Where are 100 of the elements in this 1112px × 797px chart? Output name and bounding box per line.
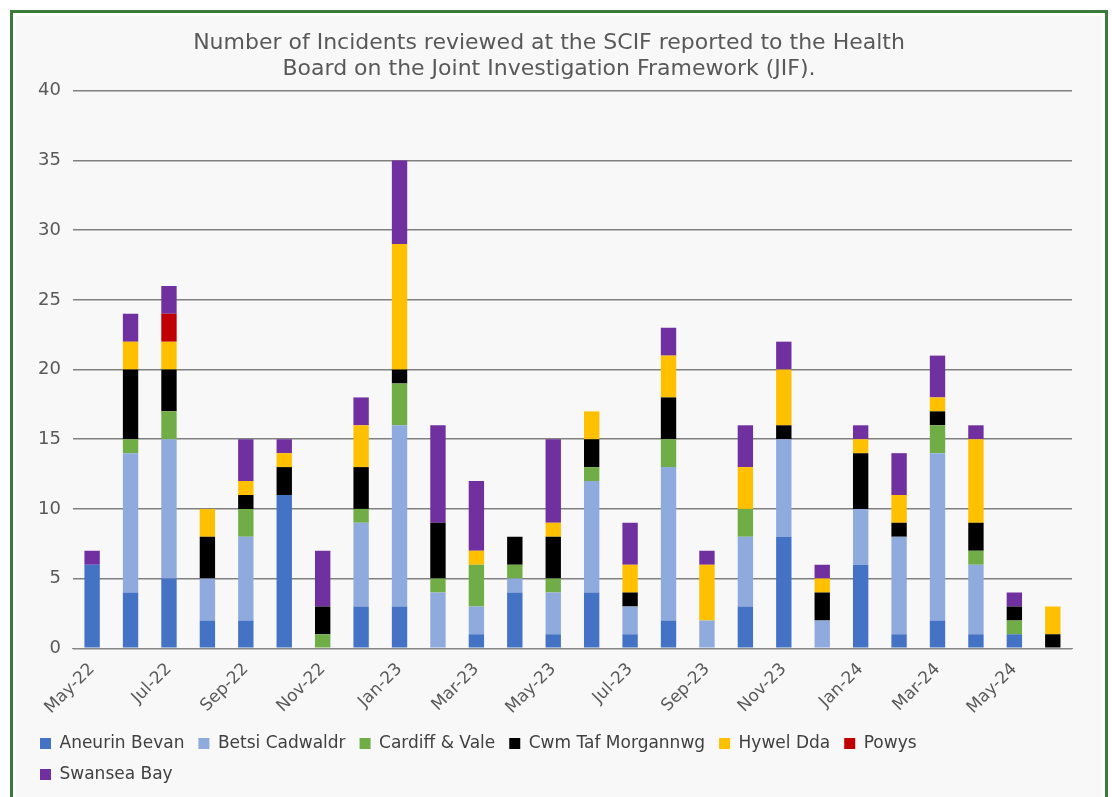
bar [199,620,216,648]
bar [622,606,638,635]
bar [314,606,331,635]
legend-label: Aneurin Bevan [59,731,185,752]
bar [314,634,331,648]
bar [852,453,869,509]
bar [84,550,100,565]
bar [199,508,216,537]
bar [968,522,984,551]
bar [968,550,984,565]
bar [622,634,638,648]
bar [238,620,254,648]
bar [968,564,984,635]
bar [699,564,715,621]
bar [699,620,715,648]
bar [545,634,561,648]
bar [1006,620,1023,635]
bar [122,341,139,370]
bar [852,508,869,565]
y-tick-label: 35 [38,148,61,170]
bar [737,536,754,607]
bar [122,439,139,454]
bar [238,494,254,509]
bar [583,411,600,440]
bar [1045,606,1061,635]
bar [161,313,177,342]
bar [929,453,946,621]
bar [891,453,907,495]
legend-label: Betsi Cadwaldr [217,731,346,752]
bar [776,341,792,370]
bar [660,355,677,398]
bar [776,439,792,537]
bar [891,536,907,635]
bar [660,327,677,356]
bar [776,369,792,426]
bar [622,592,638,607]
y-tick-label: 0 [49,635,61,657]
bar [122,592,139,648]
bar [468,634,485,648]
y-tick-label: 25 [38,287,61,309]
bar [161,285,177,314]
bar [968,425,984,440]
bar [391,244,408,370]
y-tick-label: 10 [38,496,61,518]
bar [814,620,830,648]
bar [968,634,984,648]
bar [430,522,446,579]
bar [161,411,177,440]
bar [391,425,408,607]
bar [737,606,754,648]
y-tick-label: 5 [49,566,61,588]
bar [891,634,907,648]
bar [353,397,369,426]
bar [545,536,561,579]
bar [468,564,485,607]
bar [660,620,677,648]
bar [353,522,369,607]
bar [814,592,830,621]
bar [199,578,216,621]
y-tick-label: 20 [38,357,61,379]
bar [238,481,254,495]
bar [622,522,638,565]
bar [161,578,177,648]
chart-title: Number of Incidents reviewed at the SCIF reported to the Health Board on the Joint Investigation Framework (JIF). [193,28,905,81]
bar [468,481,485,551]
legend-label: Cwm Taf Morgannwg [528,731,706,752]
bar [161,369,177,412]
bar [430,592,446,648]
bar [852,425,869,440]
y-tick-label: 30 [38,217,61,239]
bar [122,313,139,342]
bar [545,439,561,523]
bar [161,439,177,579]
bar [391,383,408,426]
legend-label: Swansea Bay [59,762,173,783]
bar [583,467,600,482]
bar [468,550,485,565]
y-tick-label: 15 [38,426,61,448]
bar [199,536,216,579]
bar [1006,634,1023,648]
bar [391,160,408,245]
bar [776,536,792,648]
bar [84,564,100,648]
bar [852,564,869,648]
bar [353,467,369,509]
bar [622,564,638,593]
bar [891,522,907,537]
bar [507,536,523,565]
bar [276,494,292,648]
bar [929,355,946,398]
bar [699,550,715,565]
bar [391,606,408,648]
bar [737,425,754,468]
bar [353,508,369,523]
bar [660,397,677,440]
bar [391,369,408,384]
bar [238,508,254,537]
bar [430,425,446,523]
legend-label: Powys [863,731,917,752]
bar [353,425,369,468]
